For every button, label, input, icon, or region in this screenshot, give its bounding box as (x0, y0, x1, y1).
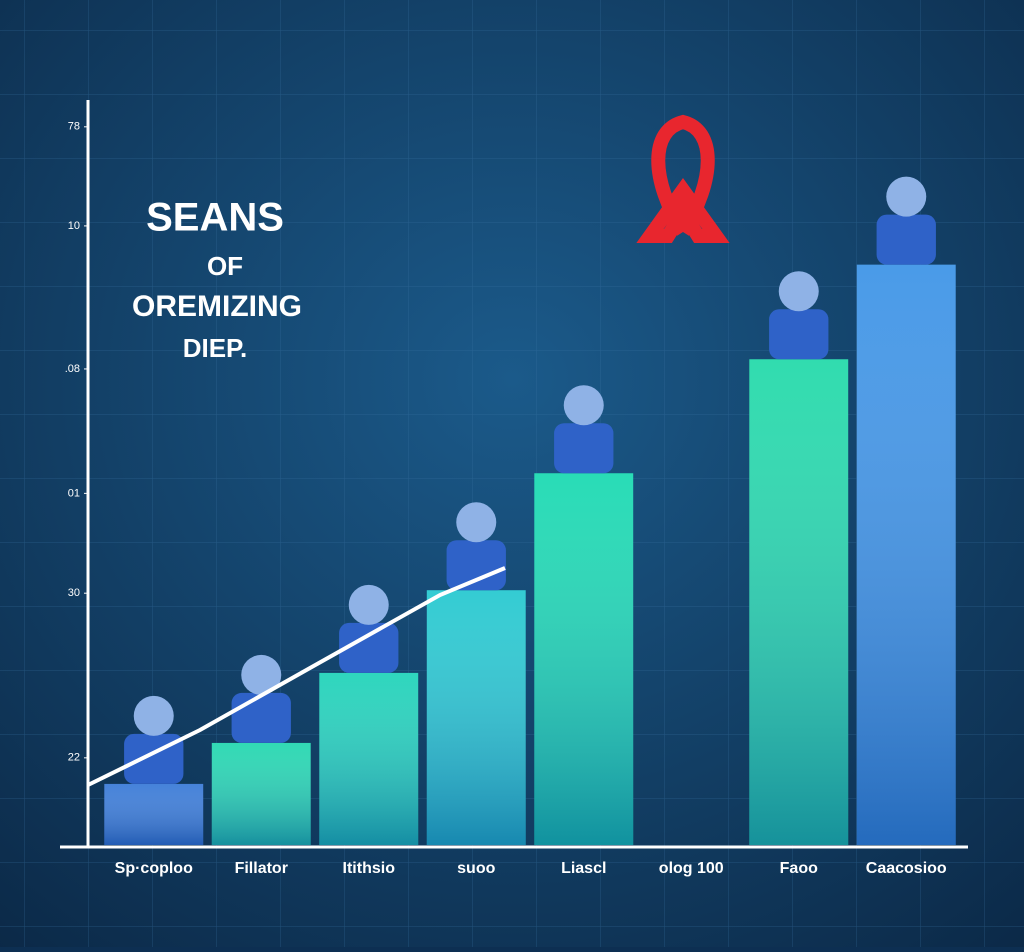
title-line: DIEP. (183, 333, 248, 363)
bar-shade (856, 264, 956, 845)
figure-body (231, 692, 291, 743)
figure-head (563, 385, 604, 426)
bar-shade (426, 590, 526, 845)
ribbon (636, 114, 730, 243)
bar-shade (104, 783, 204, 845)
figure-body (446, 540, 506, 591)
x-tick-label: Faoo (780, 860, 818, 877)
y-tick-label: .08 (65, 363, 80, 375)
figure-head (241, 654, 282, 695)
title-line: SEANS (146, 196, 284, 240)
figure-head (133, 695, 174, 736)
x-tick-label: Fillator (235, 860, 288, 877)
figure-body (769, 309, 829, 360)
x-tick-label: Caacosioo (866, 860, 947, 877)
bar-shade (534, 473, 634, 845)
figure-body (554, 423, 614, 474)
bar-shade (211, 742, 311, 845)
figure-head (778, 271, 819, 312)
bar-shade (319, 672, 419, 845)
plot (104, 176, 956, 845)
y-tick-label: 30 (68, 587, 80, 599)
figure-head (456, 502, 497, 543)
y-tick-label: 01 (68, 487, 80, 499)
x-tick-label: olog 100 (659, 860, 724, 877)
figure-body (339, 622, 399, 673)
x-tick-label: suoo (457, 860, 495, 877)
trend-line (87, 566, 506, 787)
title-line: OREMIZING (132, 290, 302, 323)
figure-head (886, 176, 927, 217)
x-tick-label: Sp·coploo (115, 860, 193, 877)
bar-shade (749, 359, 849, 845)
x-tick-label: Itithsio (343, 860, 396, 877)
y-tick-label: 78 (68, 121, 80, 133)
figure-head (348, 584, 389, 625)
figure-body (876, 214, 936, 265)
title-line: OF (207, 251, 243, 281)
y-tick-label: 10 (68, 220, 80, 232)
y-tick-label: 22 (68, 752, 80, 764)
x-tick-label: Liascl (561, 860, 606, 877)
